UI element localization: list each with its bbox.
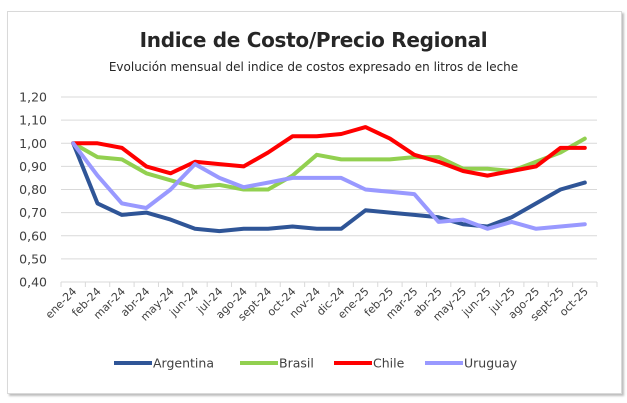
x-axis: ene-24feb-24mar-24abr-24may-24jun-24jul-… xyxy=(43,282,598,324)
legend-item-uruguay: Uruguay xyxy=(425,356,518,371)
legend: Argentina Brasil Chile Uruguay xyxy=(114,356,518,371)
series-line-uruguay xyxy=(71,141,587,231)
y-tick-label: 1,10 xyxy=(19,113,47,128)
legend-item-brasil: Brasil xyxy=(240,356,314,371)
chart-title: Indice de Costo/Precio Regional xyxy=(139,28,488,52)
y-tick-label: 0,50 xyxy=(19,251,47,266)
legend-label: Argentina xyxy=(153,356,214,371)
y-tick-label: 0,80 xyxy=(19,182,47,197)
legend-label: Chile xyxy=(373,356,405,371)
series-lines xyxy=(71,125,587,234)
legend-label: Uruguay xyxy=(464,356,518,371)
chart-frame xyxy=(7,11,622,394)
series-line-brasil xyxy=(71,136,587,192)
y-tick-label: 1,20 xyxy=(19,90,47,105)
gridlines xyxy=(61,96,597,283)
y-tick-label: 0,90 xyxy=(19,159,47,174)
y-tick-label: 1,00 xyxy=(19,136,47,151)
y-axis-ticks: 1,20 1,10 1,00 0,90 0,80 0,70 0,60 0,50 0,40 xyxy=(19,90,47,290)
y-tick-label: 0,70 xyxy=(19,205,47,220)
chart-subtitle: Evolución mensual del indice de costos e… xyxy=(108,60,519,74)
series-line-argentina xyxy=(71,141,587,234)
legend-item-argentina: Argentina xyxy=(114,356,214,371)
legend-item-chile: Chile xyxy=(334,356,405,371)
y-tick-label: 0,40 xyxy=(19,275,47,290)
y-tick-label: 0,60 xyxy=(19,228,47,243)
series-line-chile xyxy=(71,125,587,178)
legend-label: Brasil xyxy=(279,356,314,371)
